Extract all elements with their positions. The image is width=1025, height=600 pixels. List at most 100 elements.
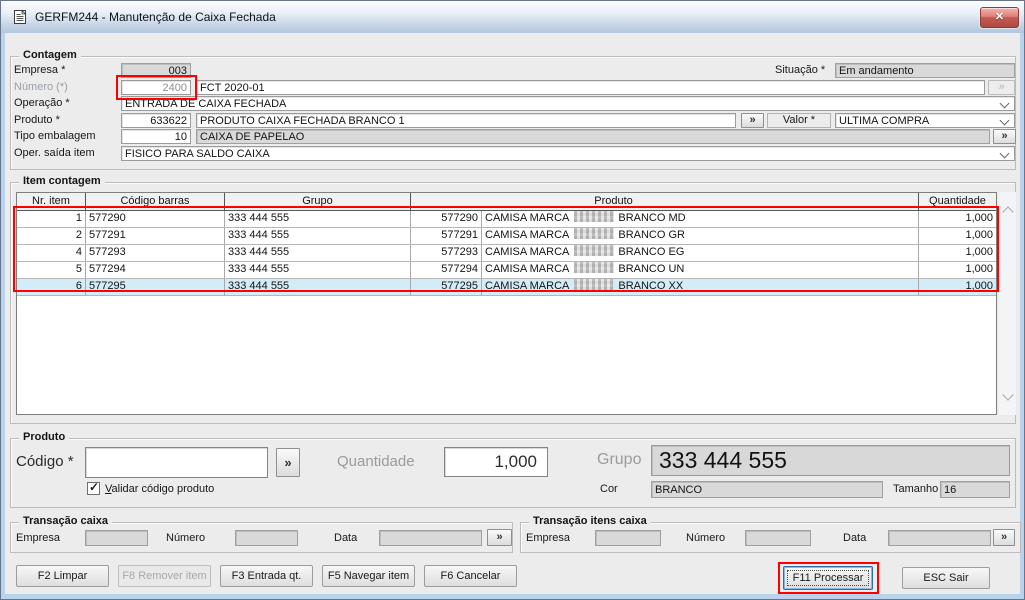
tipo-embalagem-browse-button[interactable]: » (993, 129, 1016, 144)
contagem-legend: Contagem (19, 49, 81, 61)
table-row[interactable]: 1 577290 333 444 555 577290 CAMISA MARCA… (17, 211, 996, 228)
redacted-brand-blur (574, 262, 615, 273)
table-row-selected[interactable]: 6 577295 333 444 555 577295 CAMISA MARCA… (17, 279, 996, 296)
produto-group: Produto (10, 431, 1016, 508)
cell-produto[interactable]: CAMISA MARCA BRANCO XX (482, 279, 919, 295)
transacao-caixa-group: Transação caixa (10, 515, 513, 553)
chevron-up-icon[interactable] (1002, 206, 1014, 218)
col-header-quantidade[interactable]: Quantidade (929, 195, 986, 207)
produto-desc-field[interactable]: PRODUTO CAIXA FECHADA BRANCO 1 (196, 113, 736, 128)
esc-sair-button[interactable]: ESC Sair (902, 567, 990, 589)
oper-saida-combo[interactable]: FISICO PARA SALDO CAIXA (121, 146, 1015, 161)
cell-nr-item[interactable]: 6 (17, 279, 86, 295)
redacted-brand-blur (574, 245, 615, 256)
numero-browse-button: » (988, 80, 1015, 95)
title-bar: GERFM244 - Manutenção de Caixa Fechada ✕ (1, 1, 1024, 33)
col-header-nr-item[interactable]: Nr. item (17, 193, 86, 210)
table-row[interactable]: 4 577293 333 444 555 577293 CAMISA MARCA… (17, 245, 996, 262)
cell-codigo-barras[interactable]: 577294 (86, 262, 225, 278)
chevron-down-icon[interactable] (999, 148, 1010, 159)
tc-data-label: Data (334, 532, 358, 544)
tamanho-label: Tamanho (893, 483, 939, 495)
cell-produto[interactable]: CAMISA MARCA BRANCO MD (482, 211, 919, 227)
codigo-input[interactable] (85, 447, 268, 478)
cell-grupo[interactable]: 333 444 555 (225, 245, 411, 261)
table-scrollbar[interactable] (999, 192, 1016, 415)
cell-codigo-barras[interactable]: 577295 (86, 279, 225, 295)
f2-limpar-button[interactable]: F2 Limpar (16, 565, 109, 587)
cell-nr-item[interactable]: 2 (17, 228, 86, 244)
dialog-client-area: Contagem Empresa * 003 Situação * Em and… (5, 33, 1021, 594)
produto-label: Produto * (14, 114, 60, 126)
validar-checkbox[interactable]: ✓ (87, 480, 100, 495)
produto-suffix: BRANCO UN (618, 263, 685, 275)
operacao-combo[interactable]: ENTRADA DE CAIXA FECHADA (121, 96, 1015, 111)
cell-codigo-barras[interactable]: 577293 (86, 245, 225, 261)
close-button[interactable]: ✕ (980, 7, 1019, 28)
cell-quantidade[interactable]: 1,000 (919, 279, 996, 295)
table-row[interactable]: 5 577294 333 444 555 577294 CAMISA MARCA… (17, 262, 996, 279)
cell-produto-codigo[interactable]: 577294 (411, 262, 482, 278)
cell-produto-codigo[interactable]: 577293 (411, 245, 482, 261)
close-icon: ✕ (994, 11, 1005, 23)
tic-empresa-field (595, 530, 661, 546)
chevron-down-icon[interactable] (999, 115, 1010, 126)
cell-produto-codigo[interactable]: 577291 (411, 228, 482, 244)
cell-nr-item[interactable]: 5 (17, 262, 86, 278)
transacao-itens-group: Transação itens caixa (520, 515, 1021, 553)
tipo-embalagem-code-field[interactable]: 10 (121, 129, 191, 144)
produto-browse-button[interactable]: » (741, 113, 764, 128)
cell-grupo[interactable]: 333 444 555 (225, 262, 411, 278)
empresa-label: Empresa * (14, 64, 66, 76)
cell-nr-item[interactable]: 4 (17, 245, 86, 261)
cell-produto[interactable]: CAMISA MARCA BRANCO EG (482, 245, 919, 261)
col-header-grupo[interactable]: Grupo (225, 193, 411, 210)
cell-quantidade[interactable]: 1,000 (965, 246, 993, 258)
f11-processar-button[interactable]: F11 Processar (783, 566, 873, 590)
tic-numero-label: Número (686, 532, 726, 544)
cell-produto-codigo[interactable]: 577290 (411, 211, 482, 227)
f3-entrada-qt-button[interactable]: F3 Entrada qt. (220, 565, 313, 587)
validar-label[interactable]: Validar código produto (105, 483, 215, 495)
cell-quantidade[interactable]: 1,000 (965, 212, 993, 224)
produto-prefix: CAMISA MARCA (485, 280, 570, 292)
quantidade-label: Quantidade (337, 453, 415, 470)
produto-suffix: BRANCO XX (618, 280, 684, 292)
tic-browse-button[interactable]: » (993, 529, 1015, 546)
table-row[interactable]: 2 577291 333 444 555 577291 CAMISA MARCA… (17, 228, 996, 245)
cell-quantidade[interactable]: 1,000 (965, 263, 993, 275)
check-icon: ✓ (89, 480, 100, 494)
chevron-down-icon[interactable] (1002, 389, 1014, 401)
tipo-embalagem-label: Tipo embalagem (14, 130, 96, 142)
produto-code-field[interactable]: 633622 (121, 113, 191, 128)
cell-grupo[interactable]: 333 444 555 (225, 279, 411, 295)
cell-grupo[interactable]: 333 444 555 (225, 228, 411, 244)
tc-browse-button[interactable]: » (487, 529, 512, 546)
col-header-produto[interactable]: Produto (411, 193, 919, 210)
operacao-label: Operação * (14, 97, 70, 109)
grupo-label: Grupo (597, 451, 642, 468)
codigo-browse-button[interactable]: » (276, 448, 300, 477)
quantidade-input[interactable] (444, 447, 548, 477)
col-header-codigo-barras[interactable]: Código barras (86, 193, 225, 210)
tc-numero-label: Número (166, 532, 206, 544)
numero-desc-field[interactable]: FCT 2020-01 (196, 80, 985, 95)
tic-empresa-label: Empresa (526, 532, 571, 544)
tamanho-field: 16 (940, 481, 1010, 498)
tipo-embalagem-desc-field: CAIXA DE PAPELAO (196, 129, 990, 144)
cell-produto-codigo[interactable]: 577295 (411, 279, 482, 295)
situacao-field: Em andamento (835, 63, 1015, 78)
f6-cancelar-button[interactable]: F6 Cancelar (424, 565, 517, 587)
chevron-down-icon[interactable] (999, 98, 1010, 109)
cell-quantidade[interactable]: 1,000 (965, 229, 993, 241)
f5-navegar-item-button[interactable]: F5 Navegar item (322, 565, 415, 587)
cell-produto[interactable]: CAMISA MARCA BRANCO GR (482, 228, 919, 244)
valor-label: Valor * (767, 113, 831, 128)
oper-saida-label: Oper. saída item (14, 147, 95, 159)
cell-nr-item[interactable]: 1 (17, 211, 86, 227)
cell-produto[interactable]: CAMISA MARCA BRANCO UN (482, 262, 919, 278)
cell-grupo[interactable]: 333 444 555 (225, 211, 411, 227)
cell-codigo-barras[interactable]: 577291 (86, 228, 225, 244)
cell-codigo-barras[interactable]: 577290 (86, 211, 225, 227)
valor-combo[interactable]: ULTIMA COMPRA (835, 113, 1015, 128)
